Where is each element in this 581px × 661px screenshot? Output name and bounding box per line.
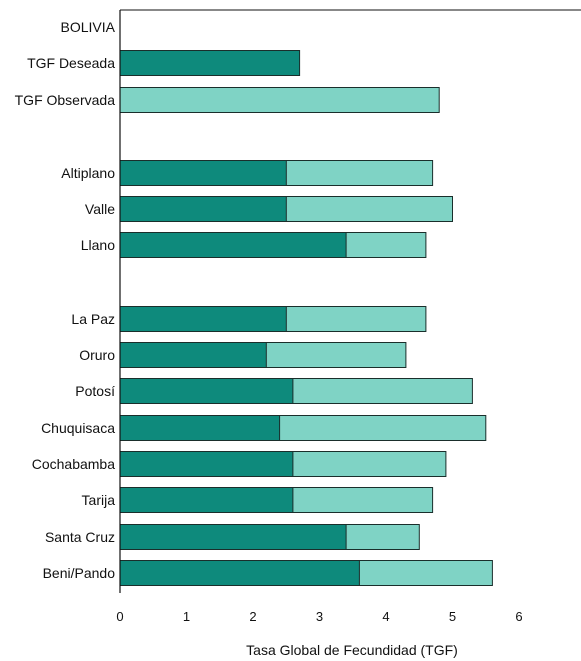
bar-desired-la-paz xyxy=(119,306,287,332)
category-label-tgf-deseada: TGF Deseada xyxy=(27,55,115,71)
category-label-cochabamba: Cochabamba xyxy=(32,456,115,472)
bars-layer xyxy=(119,50,493,586)
category-label-altiplano: Altiplano xyxy=(61,165,115,181)
x-tick-label-4: 4 xyxy=(382,609,389,624)
x-tick-label-6: 6 xyxy=(515,609,522,624)
category-label-tgf-observada: TGF Observada xyxy=(15,92,116,108)
x-tick-label-1: 1 xyxy=(183,609,190,624)
category-label-santa-cruz: Santa Cruz xyxy=(45,529,115,545)
category-label-tarija: Tarija xyxy=(82,492,116,508)
bar-observed-tgf-observada xyxy=(119,87,440,113)
x-tick-label-5: 5 xyxy=(449,609,456,624)
bar-desired-altiplano xyxy=(119,160,287,186)
bar-desired-chuquisaca xyxy=(119,415,281,441)
category-label-la-paz: La Paz xyxy=(71,311,115,327)
category-label-potosi: Potosí xyxy=(75,383,115,399)
x-tick-labels: 0 1 2 3 4 5 6 xyxy=(116,609,522,624)
x-tick-label-0: 0 xyxy=(116,609,123,624)
bar-desired-tarija xyxy=(119,487,294,513)
x-axis-title: Tasa Global de Fecundidad (TGF) xyxy=(246,642,458,658)
category-label-valle: Valle xyxy=(85,201,115,217)
category-label-beni-pando: Beni/Pando xyxy=(43,565,116,581)
category-label-oruro: Oruro xyxy=(79,347,115,363)
bar-desired-cochabamba xyxy=(119,451,294,477)
bar-desired-llano xyxy=(119,232,347,258)
bar-desired-beni-pando xyxy=(119,560,360,586)
x-tick-label-3: 3 xyxy=(316,609,323,624)
bar-desired-tgf-deseada xyxy=(119,50,301,76)
category-label-llano: Llano xyxy=(81,237,115,253)
category-label-chuquisaca: Chuquisaca xyxy=(41,420,115,436)
category-labels: BOLIVIA TGF Deseada TGF Observada Altiplano… xyxy=(15,19,116,581)
bar-desired-oruro xyxy=(119,342,267,368)
bar-desired-potosi xyxy=(119,378,294,404)
category-label-bolivia: BOLIVIA xyxy=(61,19,116,35)
bar-desired-santa-cruz xyxy=(119,524,347,550)
bar-desired-valle xyxy=(119,196,287,222)
x-tick-label-2: 2 xyxy=(249,609,256,624)
